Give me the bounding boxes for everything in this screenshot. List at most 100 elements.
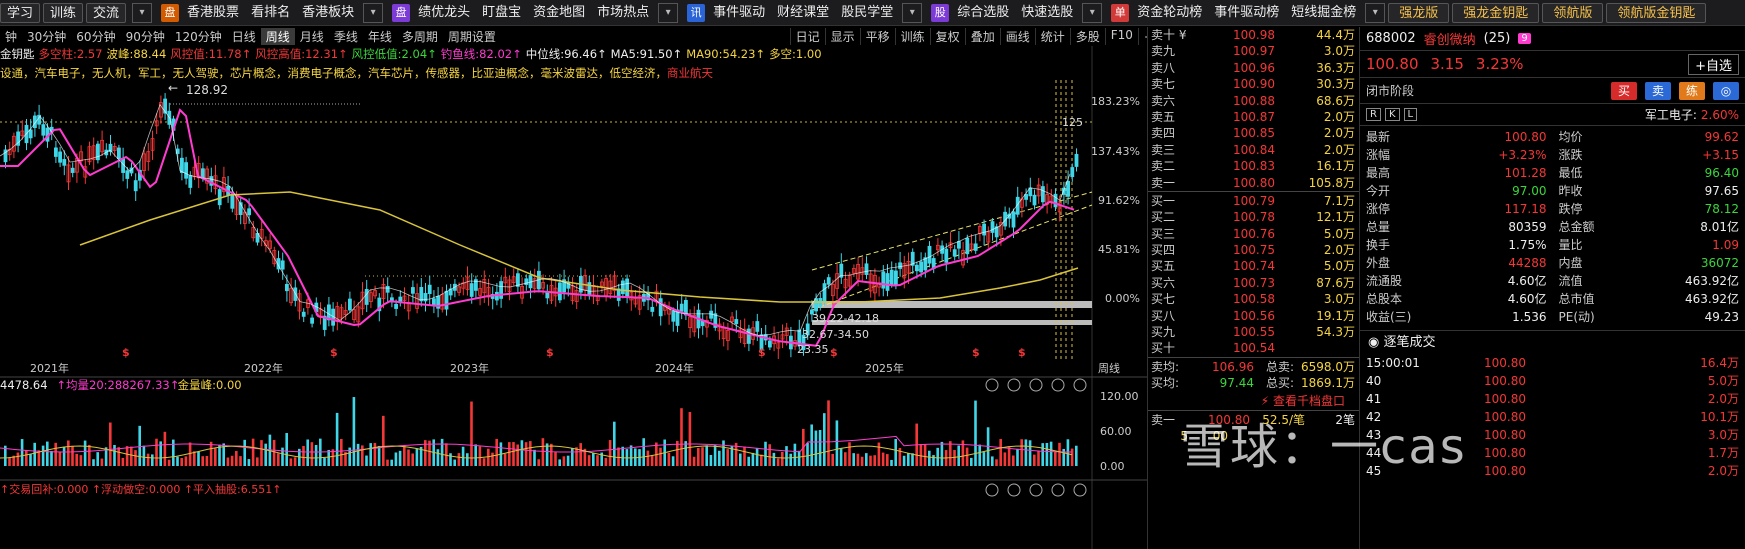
period-tab-0[interactable]: 钟 bbox=[5, 29, 18, 44]
pan-item-2[interactable]: 香港板块 bbox=[302, 4, 355, 20]
bid-row[interactable]: 买六 100.73 87.6万 bbox=[1148, 275, 1359, 291]
zoom-in-icon[interactable] bbox=[1007, 378, 1021, 392]
ticks-header[interactable]: ◉ 逐笔成交 bbox=[1360, 330, 1745, 354]
dan-item-0[interactable]: 资金轮动榜 bbox=[1137, 4, 1203, 20]
indicator-value-10: 多空:1.00 bbox=[769, 47, 822, 60]
buy-button[interactable]: 买 bbox=[1611, 81, 1637, 100]
zoom-in-icon[interactable] bbox=[1007, 483, 1021, 497]
refresh-icon[interactable] bbox=[1051, 378, 1065, 392]
toolbar-button-1[interactable]: 训练 bbox=[43, 2, 84, 23]
period-tab-7[interactable]: 月线 bbox=[299, 29, 324, 44]
bid-row[interactable]: 买七 100.58 3.0万 bbox=[1148, 291, 1359, 307]
chart-tool-0[interactable]: 日记 bbox=[789, 27, 825, 45]
ask-row[interactable]: 卖六 100.88 68.6万 bbox=[1148, 93, 1359, 109]
tag-icon[interactable]: K bbox=[1384, 108, 1400, 121]
period-tab-8[interactable]: 季线 bbox=[333, 29, 358, 44]
ask-row[interactable]: 卖一 100.80 105.8万 bbox=[1148, 175, 1359, 191]
sell-button[interactable]: 卖 bbox=[1645, 81, 1671, 100]
bid-row[interactable]: 买一 100.79 7.1万 bbox=[1148, 193, 1359, 209]
bid-row[interactable]: 买二 100.78 12.1万 bbox=[1148, 209, 1359, 225]
settings-icon[interactable] bbox=[1029, 378, 1043, 392]
pan-item-1[interactable]: 看排名 bbox=[251, 4, 291, 20]
ask-row[interactable]: 卖九 100.97 3.0万 bbox=[1148, 43, 1359, 59]
gu-item-1[interactable]: 快速选股 bbox=[1021, 4, 1074, 20]
bid-row[interactable]: 买十 100.54 bbox=[1148, 340, 1359, 356]
period-tab-10[interactable]: 多周期 bbox=[401, 29, 438, 44]
chevron-down-icon[interactable]: ▾ bbox=[902, 2, 923, 23]
ask-row[interactable]: 卖八 100.96 36.3万 bbox=[1148, 60, 1359, 76]
ask-row[interactable]: 卖四 100.85 2.0万 bbox=[1148, 125, 1359, 141]
chart-tool-9[interactable]: F10 bbox=[1104, 27, 1138, 45]
period-tab-11[interactable]: 周期设置 bbox=[447, 29, 496, 44]
xun-item-2[interactable]: 股民学堂 bbox=[841, 4, 894, 20]
chevron-down-icon[interactable]: ▾ bbox=[363, 2, 384, 23]
pan2-item-1[interactable]: 盯盘宝 bbox=[482, 4, 522, 20]
period-tab-6[interactable]: 周线 bbox=[260, 27, 295, 45]
tick-row: 41 100.80 2.0万 bbox=[1366, 392, 1739, 406]
chart-tool-6[interactable]: 画线 bbox=[999, 27, 1035, 45]
chart-tool-3[interactable]: 训练 bbox=[894, 27, 930, 45]
ask-row[interactable]: 卖十 ¥ 100.98 44.4万 bbox=[1148, 27, 1359, 43]
volume-bar bbox=[621, 446, 624, 466]
bid-row[interactable]: 买四 100.75 2.0万 bbox=[1148, 242, 1359, 258]
volume-bar bbox=[684, 441, 687, 466]
practice-button[interactable]: 练 bbox=[1679, 81, 1705, 100]
period-tab-2[interactable]: 60分钟 bbox=[76, 29, 116, 44]
period-tab-3[interactable]: 90分钟 bbox=[125, 29, 165, 44]
tag-icon[interactable]: L bbox=[1403, 108, 1418, 121]
period-tab-4[interactable]: 120分钟 bbox=[174, 29, 222, 44]
dan-item-2[interactable]: 短线掘金榜 bbox=[1291, 4, 1357, 20]
candle-body bbox=[755, 321, 760, 332]
dan-item-1[interactable]: 事件驱动榜 bbox=[1214, 4, 1280, 20]
help-icon[interactable] bbox=[985, 483, 999, 497]
chart-tool-5[interactable]: 叠加 bbox=[964, 27, 1000, 45]
gu-item-0[interactable]: 综合选股 bbox=[957, 4, 1010, 20]
chart-tool-4[interactable]: 复权 bbox=[929, 27, 965, 45]
view-full-book-link[interactable]: ⚡ 查看千档盘口 bbox=[1260, 393, 1345, 408]
gold-version-button-1[interactable]: 强龙金钥匙 bbox=[1452, 2, 1540, 23]
kline-chart[interactable]: 183.23% 137.43% 91.62% 45.81% 0.00% 128.92 ← 39… bbox=[0, 0, 1147, 549]
pan-item-0[interactable]: 香港股票 bbox=[187, 4, 240, 20]
toolbar-button-0[interactable]: 学习 bbox=[0, 2, 41, 23]
bid-row[interactable]: 买五 100.74 5.0万 bbox=[1148, 258, 1359, 274]
candle-body bbox=[1041, 186, 1045, 203]
xun-item-0[interactable]: 事件驱动 bbox=[713, 4, 766, 20]
volume-bar bbox=[949, 441, 952, 466]
gold-version-button-0[interactable]: 强龙版 bbox=[1388, 2, 1450, 23]
chart-tool-7[interactable]: 统计 bbox=[1034, 27, 1070, 45]
chart-tool-8[interactable]: 多股 bbox=[1069, 27, 1105, 45]
close-icon[interactable] bbox=[1073, 483, 1087, 497]
candle-body bbox=[158, 102, 163, 118]
gold-version-button-2[interactable]: 领航版 bbox=[1542, 2, 1604, 23]
period-tab-1[interactable]: 30分钟 bbox=[27, 29, 67, 44]
ask-row[interactable]: 卖二 100.83 16.1万 bbox=[1148, 158, 1359, 174]
chevron-down-icon[interactable]: ▾ bbox=[132, 2, 153, 23]
pan2-item-0[interactable]: 绩优龙头 bbox=[418, 4, 471, 20]
bid-row[interactable]: 买三 100.76 5.0万 bbox=[1148, 226, 1359, 242]
tag-icon[interactable]: R bbox=[1366, 108, 1381, 121]
settings-icon[interactable] bbox=[1029, 483, 1043, 497]
chevron-down-icon[interactable]: ▾ bbox=[658, 2, 679, 23]
pan2-item-2[interactable]: 资金地图 bbox=[533, 4, 586, 20]
period-tab-9[interactable]: 年线 bbox=[367, 29, 392, 44]
ask-row[interactable]: 卖三 100.84 2.0万 bbox=[1148, 142, 1359, 158]
tick-row: 44 100.80 1.7万 bbox=[1366, 446, 1739, 460]
chevron-down-icon[interactable]: ▾ bbox=[1082, 2, 1103, 23]
link-icon[interactable]: ◎ bbox=[1713, 81, 1739, 100]
period-tab-5[interactable]: 日线 bbox=[231, 29, 256, 44]
help-icon[interactable] bbox=[985, 378, 999, 392]
chart-tool-1[interactable]: 显示 bbox=[824, 27, 860, 45]
bid-row[interactable]: 买九 100.55 54.3万 bbox=[1148, 324, 1359, 340]
pan2-item-3[interactable]: 市场热点 bbox=[597, 4, 650, 20]
bid-row[interactable]: 买八 100.56 19.1万 bbox=[1148, 308, 1359, 324]
ask-row[interactable]: 卖七 100.90 30.3万 bbox=[1148, 76, 1359, 92]
chevron-down-icon[interactable]: ▾ bbox=[1365, 2, 1386, 23]
gold-version-button-3[interactable]: 领航版金钥匙 bbox=[1606, 2, 1707, 23]
add-watchlist-button[interactable]: +自选 bbox=[1688, 53, 1739, 75]
chart-tool-2[interactable]: 平移 bbox=[859, 27, 895, 45]
xun-item-1[interactable]: 财经课堂 bbox=[777, 4, 830, 20]
close-icon[interactable] bbox=[1073, 378, 1087, 392]
ask-row[interactable]: 卖五 100.87 2.0万 bbox=[1148, 109, 1359, 125]
refresh-icon[interactable] bbox=[1051, 483, 1065, 497]
toolbar-button-2[interactable]: 交流 bbox=[86, 2, 127, 23]
